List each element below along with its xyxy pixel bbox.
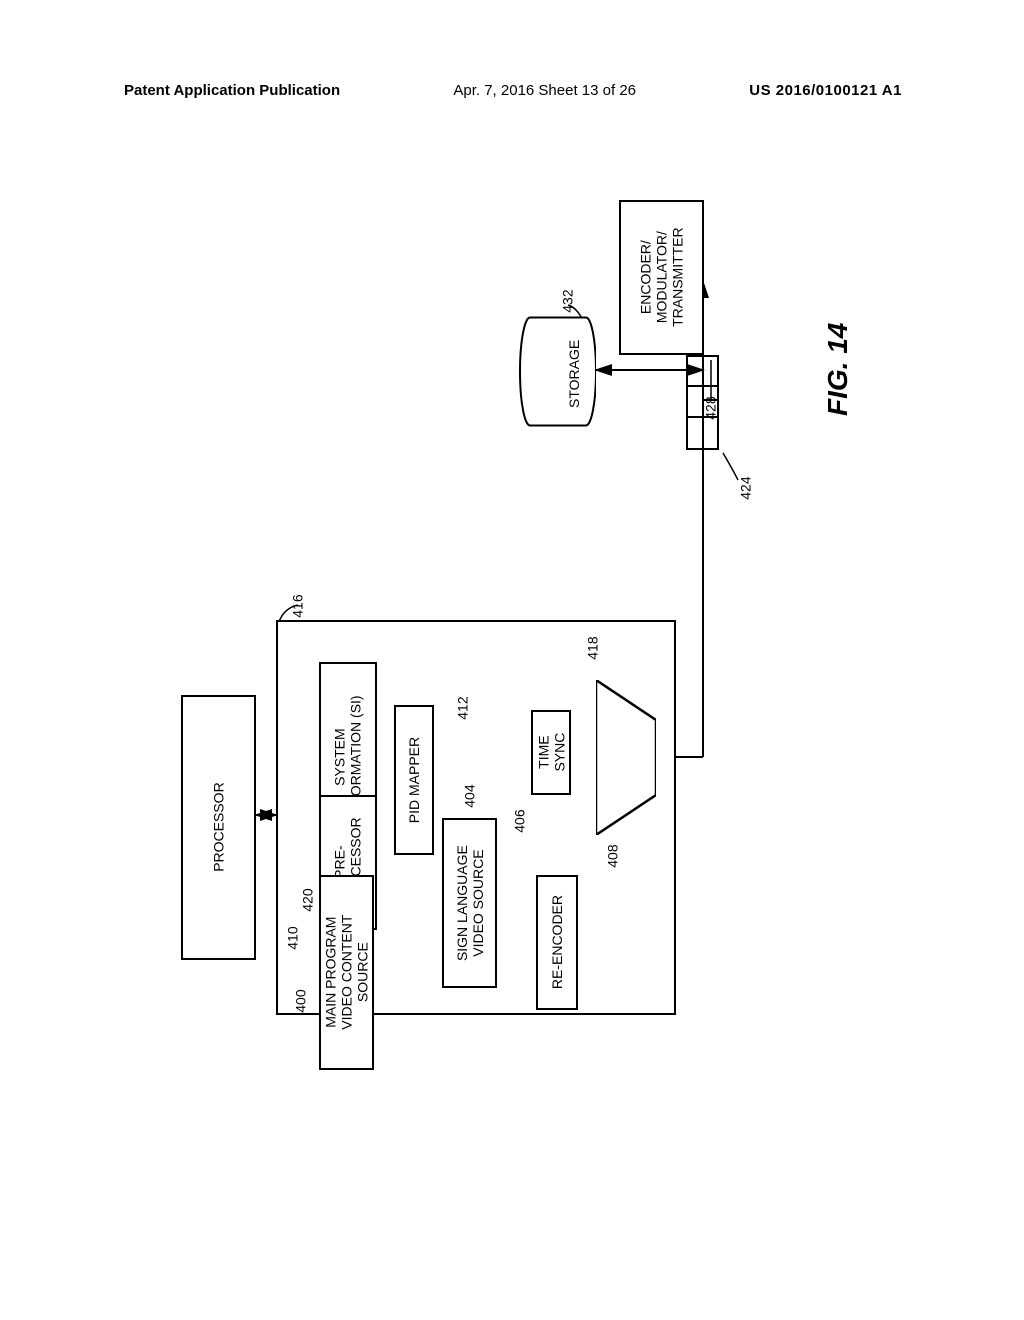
diagram-fig14: PROCESSOR 416 SYSTEMINFORMATION (SI) 420… [176,200,836,1020]
ref-418: 418 [585,636,601,659]
node-processor-label: PROCESSOR [210,783,226,872]
node-emt: ENCODER/MODULATOR/TRANSMITTER [619,200,704,355]
node-mainprog-label: MAIN PROGRAMVIDEO CONTENTSOURCE [322,915,370,1030]
ref-428: 428 [703,396,719,419]
node-timesync: TIMESYNC [531,710,571,795]
ref-412: 412 [455,696,471,719]
header-right: US 2016/0100121 A1 [749,82,902,99]
node-storage [518,315,596,428]
node-timesync-label: TIMESYNC [535,733,567,772]
ref-408: 408 [605,844,621,867]
ref-400: 400 [293,989,309,1012]
node-signlang-label: SIGN LANGUAGEVIDEO SOURCE [453,845,485,961]
node-emt-label: ENCODER/MODULATOR/TRANSMITTER [637,228,685,328]
ref-410: 410 [285,926,301,949]
node-reenc: RE-ENCODER [536,875,578,1010]
header-center: Apr. 7, 2016 Sheet 13 of 26 [453,82,636,99]
ref-432: 432 [560,289,576,312]
node-pidmap: PID MAPPER [394,705,434,855]
ref-416: 416 [290,594,306,617]
node-reenc-label: RE-ENCODER [549,895,565,989]
header-left: Patent Application Publication [124,82,340,99]
ref-424: 424 [738,476,754,499]
node-signlang: SIGN LANGUAGEVIDEO SOURCE [442,818,497,988]
node-mux [596,680,656,835]
node-processor: PROCESSOR [181,695,256,960]
ref-406: 406 [512,809,528,832]
node-mainprog: MAIN PROGRAMVIDEO CONTENTSOURCE [319,875,374,1070]
node-pidmap-label: PID MAPPER [406,737,422,823]
ref-404: 404 [462,784,478,807]
ref-420: 420 [300,888,316,911]
node-storage-label: STORAGE [566,340,582,408]
